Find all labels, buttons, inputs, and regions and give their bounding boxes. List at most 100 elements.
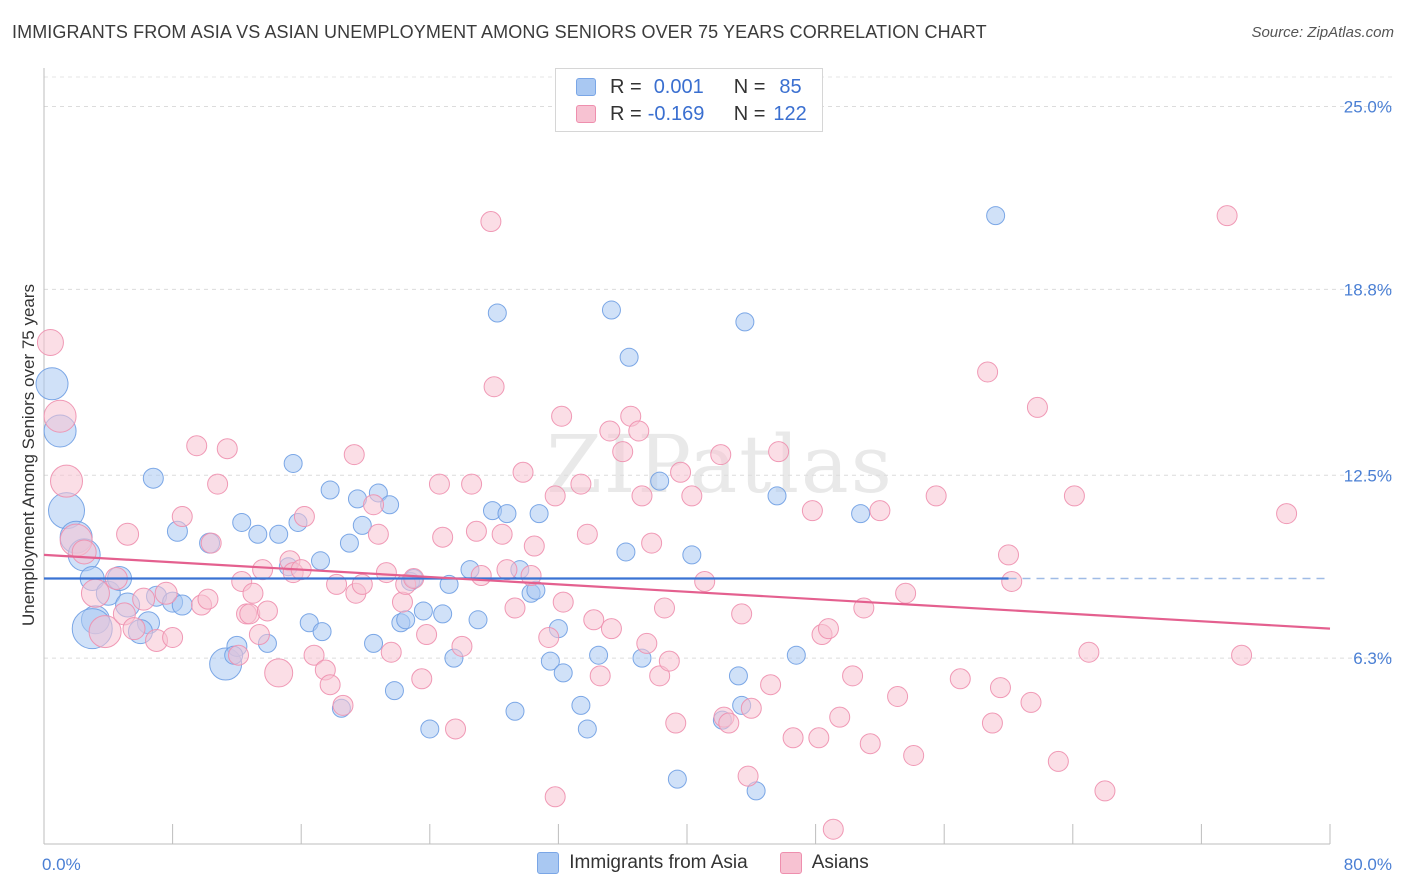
point-asians	[1020, 691, 1042, 713]
point-asians	[895, 582, 917, 604]
point-asians	[36, 329, 64, 356]
point-asia	[339, 533, 359, 553]
point-asians	[551, 405, 573, 427]
point-asians	[670, 461, 692, 483]
point-asians	[319, 674, 341, 696]
point-asians	[1001, 570, 1023, 592]
point-asia	[352, 515, 372, 535]
series-swatch-asia	[537, 852, 560, 874]
point-asians	[242, 582, 264, 604]
point-asia	[396, 610, 416, 630]
point-asians	[520, 565, 542, 587]
point-asians	[649, 665, 671, 687]
point-asians	[977, 361, 999, 383]
point-asians	[122, 617, 146, 641]
legend-r-label: R =	[610, 75, 642, 98]
point-asians	[599, 420, 621, 442]
point-asians	[949, 668, 971, 690]
point-asians	[380, 641, 402, 663]
point-asians	[154, 581, 178, 605]
axes	[43, 68, 1331, 845]
point-asians	[1026, 396, 1048, 418]
point-asians	[432, 526, 454, 548]
point-asians	[658, 650, 680, 672]
point-asians	[653, 597, 675, 619]
point-asia	[439, 574, 459, 594]
point-asia	[577, 719, 597, 739]
point-asia	[248, 524, 268, 544]
point-asians	[1231, 644, 1253, 666]
point-asians	[332, 694, 354, 716]
point-asians	[1047, 750, 1069, 772]
point-asians	[817, 618, 839, 640]
point-asians	[162, 627, 184, 648]
point-asians	[465, 520, 487, 542]
point-asians	[50, 464, 84, 498]
y-axis-label: Unemployment Among Seniors over 75 years	[19, 284, 38, 626]
point-asia	[540, 651, 560, 671]
point-asians	[428, 473, 450, 495]
point-asians	[43, 399, 77, 433]
point-asia	[589, 645, 609, 665]
point-asians	[411, 668, 433, 690]
point-asians	[925, 485, 947, 507]
point-asians	[197, 588, 219, 610]
chart-title: IMMIGRANTS FROM ASIA VS ASIAN UNEMPLOYME…	[12, 22, 987, 42]
point-asia	[616, 542, 636, 562]
legend-n-value: 122	[773, 102, 807, 125]
point-asians	[842, 665, 864, 687]
legend-n-value: 85	[779, 75, 802, 98]
point-asians	[760, 674, 782, 696]
point-asians	[391, 591, 413, 613]
point-asians	[887, 686, 909, 707]
point-asians	[1078, 641, 1100, 663]
series-legend-asia: Immigrants from Asia	[537, 852, 748, 874]
legend-row-asians: R = -0.169 N = 122	[576, 102, 807, 126]
point-asians	[496, 559, 518, 581]
point-asians	[483, 376, 505, 398]
point-asia	[601, 300, 621, 320]
y-tick-label: 12.5%	[1344, 466, 1392, 485]
point-asians	[544, 485, 566, 507]
legend-n-label: N =	[733, 75, 766, 98]
point-asia	[310, 551, 330, 571]
legend-r-value: 0.001	[653, 75, 704, 98]
point-asians	[491, 523, 513, 545]
point-asians	[239, 603, 261, 625]
point-asians	[570, 473, 592, 495]
point-asians	[600, 618, 622, 640]
point-asia	[384, 681, 404, 701]
point-asians	[116, 522, 140, 546]
point-asians	[512, 461, 534, 483]
series-legend: Immigrants from Asia Asians	[0, 852, 1406, 874]
point-asia	[142, 467, 164, 489]
point-asians	[256, 600, 278, 622]
point-asians	[303, 644, 325, 666]
point-asians	[737, 765, 759, 787]
legend-r-label: R =	[610, 102, 642, 125]
point-asians	[264, 658, 294, 688]
point-asians	[829, 706, 851, 728]
point-asia	[667, 769, 687, 789]
point-asia	[728, 666, 748, 686]
point-asia	[413, 601, 433, 621]
point-asians	[589, 665, 611, 687]
point-asians	[367, 523, 389, 545]
point-asians	[88, 615, 122, 649]
legend-swatch-asians	[576, 105, 596, 123]
point-asians	[504, 597, 526, 619]
point-asians	[1063, 485, 1085, 507]
point-asia	[487, 303, 507, 323]
point-asians	[694, 570, 716, 592]
point-asia	[986, 206, 1006, 226]
point-asia	[468, 610, 488, 630]
legend-n-label: N =	[733, 102, 766, 125]
point-asians	[1276, 503, 1298, 525]
correlation-legend: R = 0.001 N = 85 R = -0.169 N = 122	[555, 68, 823, 132]
point-asians	[1216, 205, 1238, 227]
point-asia	[283, 453, 303, 473]
point-asia	[312, 622, 332, 642]
point-asians	[451, 635, 473, 657]
point-asians	[252, 559, 274, 581]
point-asians	[808, 727, 830, 749]
